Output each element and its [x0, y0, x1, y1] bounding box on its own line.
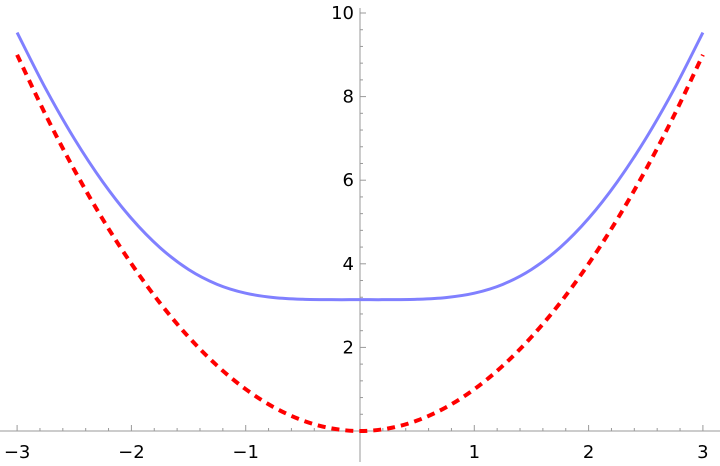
x-tick-label: −2	[118, 442, 145, 462]
x-tick-label: 2	[583, 442, 594, 462]
x-tick-label: −1	[232, 442, 259, 462]
x-tick-label: 1	[469, 442, 480, 462]
x-tick-label: −3	[4, 442, 31, 462]
x-tick-label: 3	[697, 442, 708, 462]
series-dashed-red-line	[15, 53, 705, 434]
y-tick-label: 4	[343, 254, 354, 275]
y-tick-label: 6	[343, 170, 354, 191]
y-tick-label: 10	[331, 3, 354, 24]
series-solid-blue-line	[15, 31, 705, 302]
y-tick-label: 8	[343, 87, 354, 108]
y-tick-label: 2	[343, 337, 354, 358]
